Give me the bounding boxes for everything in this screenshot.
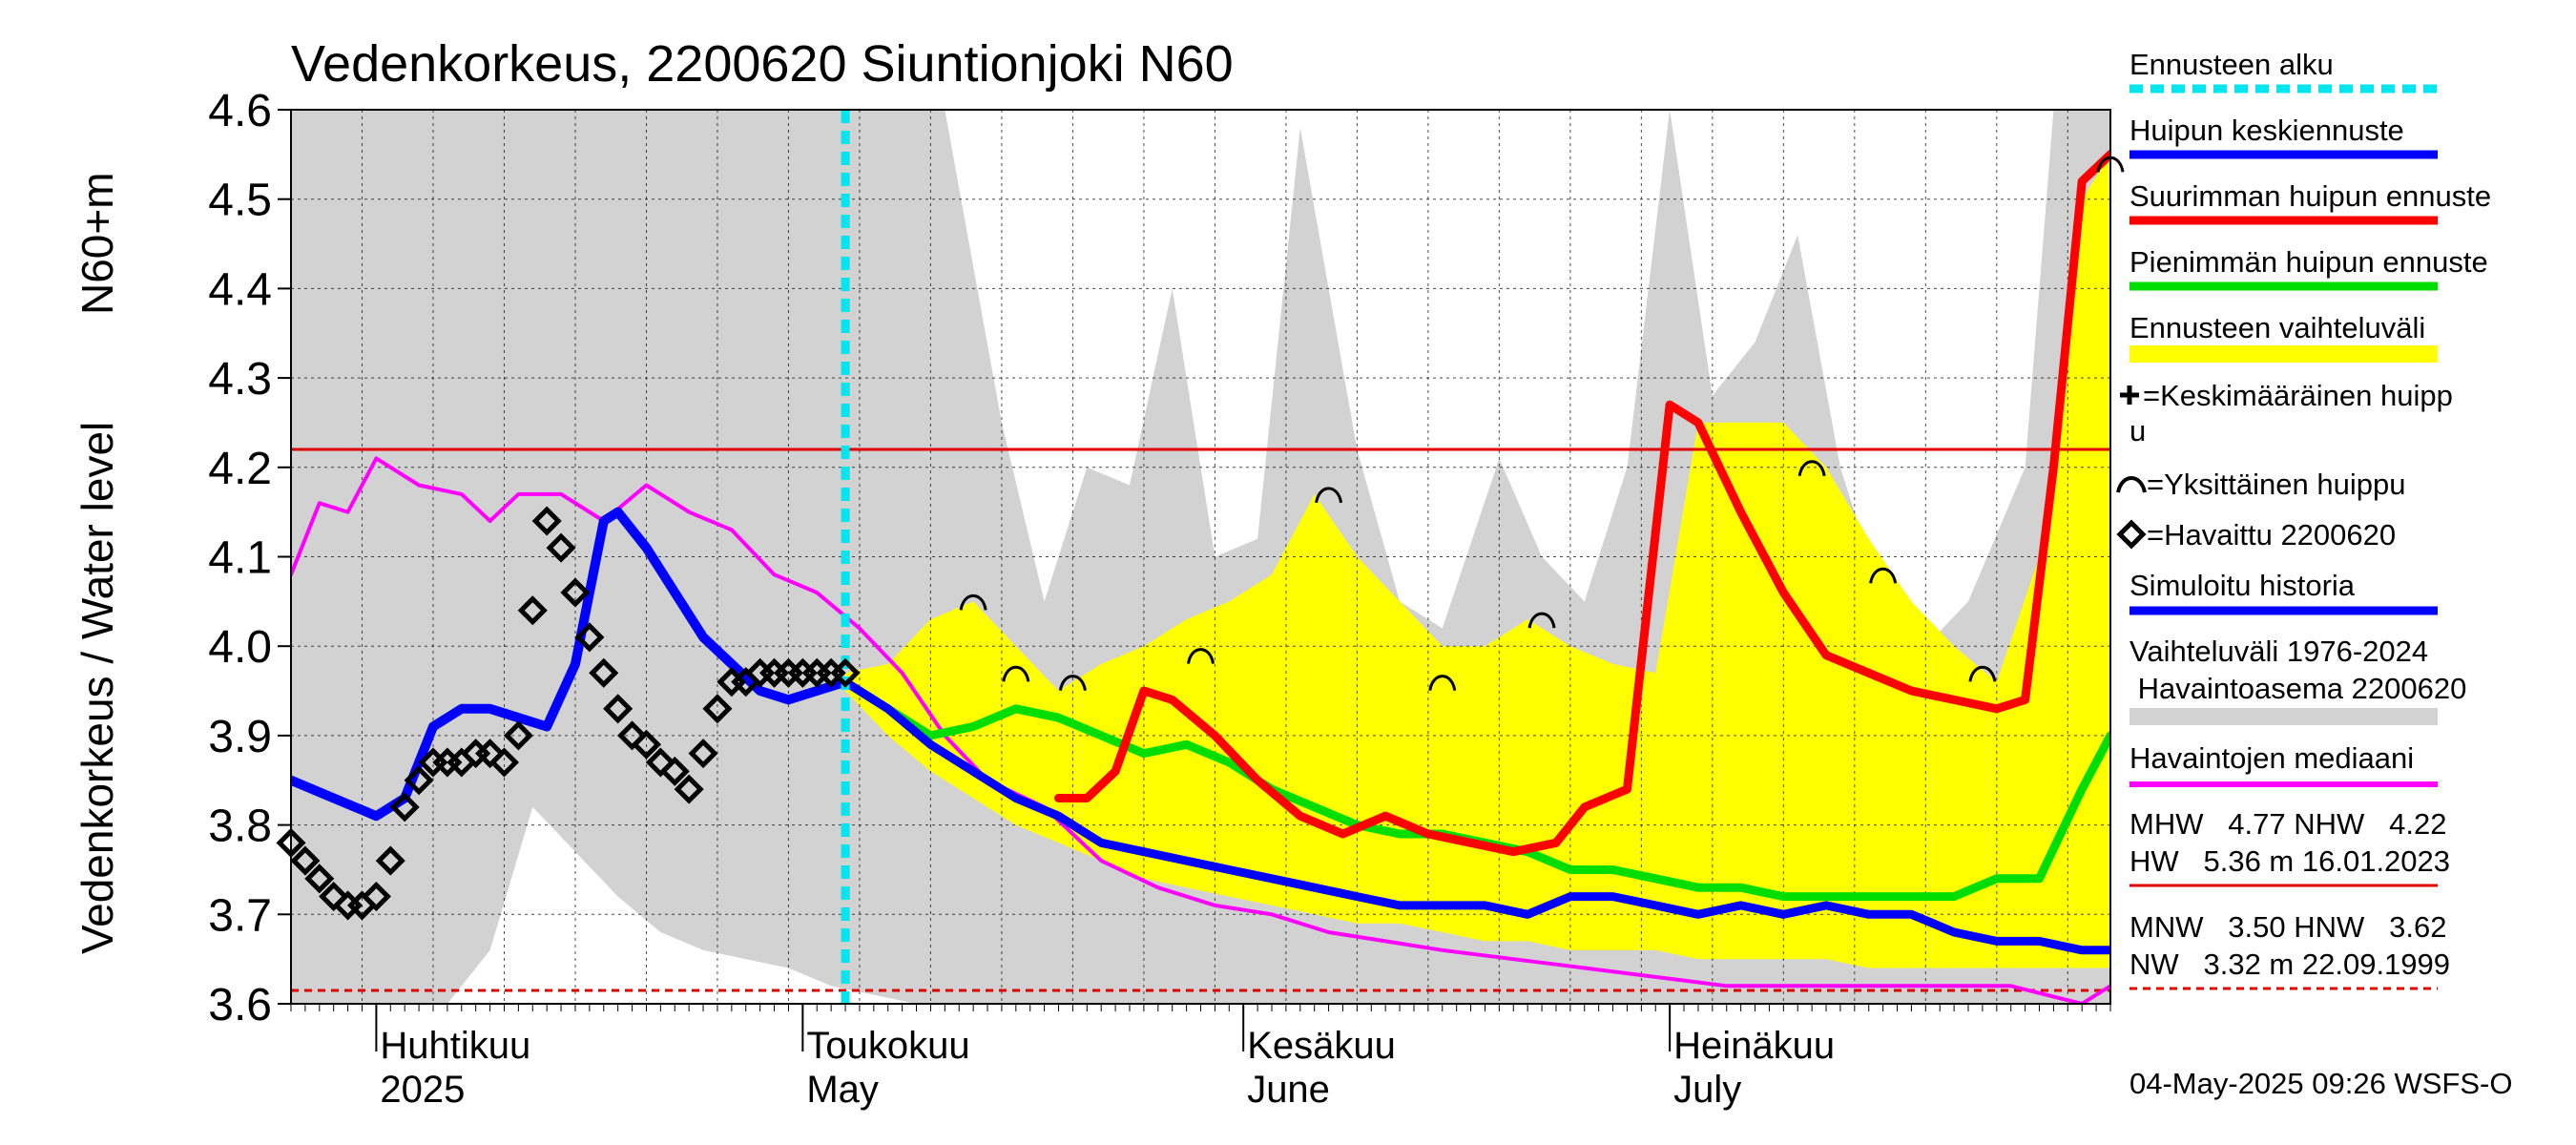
observed-point	[290, 845, 321, 876]
observed-point	[589, 657, 619, 688]
legend-label-forecast-start: Ennusteen alku	[2129, 48, 2334, 81]
axis-layer: 3.6 3.7 3.8 3.9 4.0 4.1 4.2 4.3 4.4 4.5 4.6 Huhtiku…	[208, 86, 2111, 1111]
observed-point	[475, 739, 506, 769]
peak-marker	[1428, 675, 1457, 692]
y-tick-label: 3.7	[208, 890, 272, 941]
observed-point	[304, 864, 335, 894]
observed-point	[659, 756, 690, 786]
max-peak-forecast-line	[1054, 150, 2110, 857]
observed-point	[546, 532, 576, 563]
observed-point	[603, 694, 634, 724]
x-month-label-en: May	[806, 1069, 879, 1111]
legend-label-range-station: Havaintoasema 2200620	[2129, 672, 2466, 705]
legend: Ennusteen alku Huipun keskiennuste Suuri…	[2116, 48, 2491, 990]
legend-label-mean-peak: Huipun keskiennuste	[2129, 114, 2404, 147]
plus-icon	[2120, 385, 2139, 405]
peak-marker	[1968, 665, 1997, 682]
legend-label-mean-peak-symbol-wrap: u	[2129, 414, 2146, 448]
observed-point	[645, 747, 675, 778]
x-month-label-en: July	[1673, 1069, 1741, 1111]
observed-point	[404, 765, 434, 796]
observed-point	[319, 882, 349, 912]
observed-point	[389, 792, 420, 822]
observed-point	[674, 774, 704, 804]
peak-marker	[1797, 460, 1826, 477]
observed-point	[702, 694, 733, 724]
legend-swatch-forecast-range	[2129, 345, 2438, 363]
x-month-label-fi: Huhtikuu	[380, 1025, 530, 1067]
observed-point	[531, 506, 562, 536]
y-tick-label: 3.8	[208, 802, 272, 852]
observed-point	[830, 657, 861, 688]
x-month-label-en: June	[1247, 1069, 1330, 1111]
legend-stats-mnw: MNW 3.50 HNW 3.62	[2129, 910, 2446, 944]
legend-label-simulated: Simuloitu historia	[2129, 569, 2356, 602]
timestamp: 04-May-2025 09:26 WSFS-O	[2129, 1067, 2512, 1100]
legend-label-forecast-range: Ennusteen vaihteluväli	[2129, 311, 2425, 344]
y-tick-label: 3.9	[208, 712, 272, 762]
y-tick-label: 4.2	[208, 444, 272, 494]
x-month-label-fi: Heinäkuu	[1673, 1025, 1835, 1067]
peak-marker	[1315, 487, 1343, 504]
legend-stats-nw: NW 3.32 m 22.09.1999	[2129, 947, 2450, 981]
legend-label-range-history: Vaihteluväli 1976-2024	[2129, 635, 2428, 668]
peak-marker	[1869, 567, 1898, 584]
observed-point	[574, 622, 605, 653]
y-tick-label: 4.1	[208, 533, 272, 584]
single-peak-icon	[2116, 476, 2147, 493]
legend-label-mean-peak-symbol: =Keskimääräinen huipp	[2143, 379, 2453, 412]
peak-marker	[1058, 675, 1087, 692]
mean-peak-forecast-line	[841, 677, 2110, 955]
observed-point	[631, 729, 661, 760]
legend-swatch-range-history	[2129, 708, 2438, 725]
peak-marker	[959, 593, 987, 611]
x-month-label-fi: Toukokuu	[806, 1025, 969, 1067]
observed-point	[488, 747, 520, 778]
y-tick-label: 4.4	[208, 264, 272, 315]
observed-point	[503, 720, 533, 751]
grid-layer	[290, 109, 2110, 1005]
legend-stats-mhw: MHW 4.77 NHW 4.22	[2129, 807, 2446, 841]
legend-label-min-peak: Pienimmän huipun ennuste	[2129, 245, 2488, 279]
y-axis-label: Vedenkorkeus / Water level	[73, 422, 122, 954]
peak-marker	[1527, 612, 1556, 629]
observed-point	[517, 595, 548, 626]
diamond-icon	[2116, 519, 2147, 550]
legend-label-single-peak: =Yksittäinen huippu	[2147, 468, 2405, 501]
forecast-range-band	[845, 154, 2110, 968]
y-tick-label: 4.0	[208, 622, 272, 673]
legend-label-observed: =Havaittu 2200620	[2147, 518, 2396, 552]
legend-label-max-peak: Suurimman huipun ennuste	[2129, 179, 2491, 213]
x-month-label-fi: Kesäkuu	[1247, 1025, 1396, 1067]
observed-point	[375, 845, 405, 876]
x-month-label-en: 2025	[380, 1069, 465, 1111]
y-tick-label: 4.6	[208, 86, 272, 136]
y-tick-label: 3.6	[208, 980, 272, 1030]
peak-marker	[1002, 665, 1030, 682]
observed-point	[688, 739, 718, 769]
y-axis-unit-label: N60+m	[73, 172, 122, 315]
observed-point	[361, 882, 391, 912]
legend-label-median: Havaintojen mediaani	[2129, 741, 2414, 775]
observed-point	[617, 720, 648, 751]
peak-marker	[1187, 648, 1215, 664]
y-tick-label: 4.3	[208, 354, 272, 405]
observed-point	[560, 577, 591, 608]
legend-stats-hw: HW 5.36 m 16.01.2023	[2129, 844, 2450, 878]
marker-layer	[276, 156, 2125, 921]
chart-title: Vedenkorkeus, 2200620 Siuntionjoki N60	[291, 35, 1234, 93]
y-tick-label: 4.5	[208, 176, 272, 226]
